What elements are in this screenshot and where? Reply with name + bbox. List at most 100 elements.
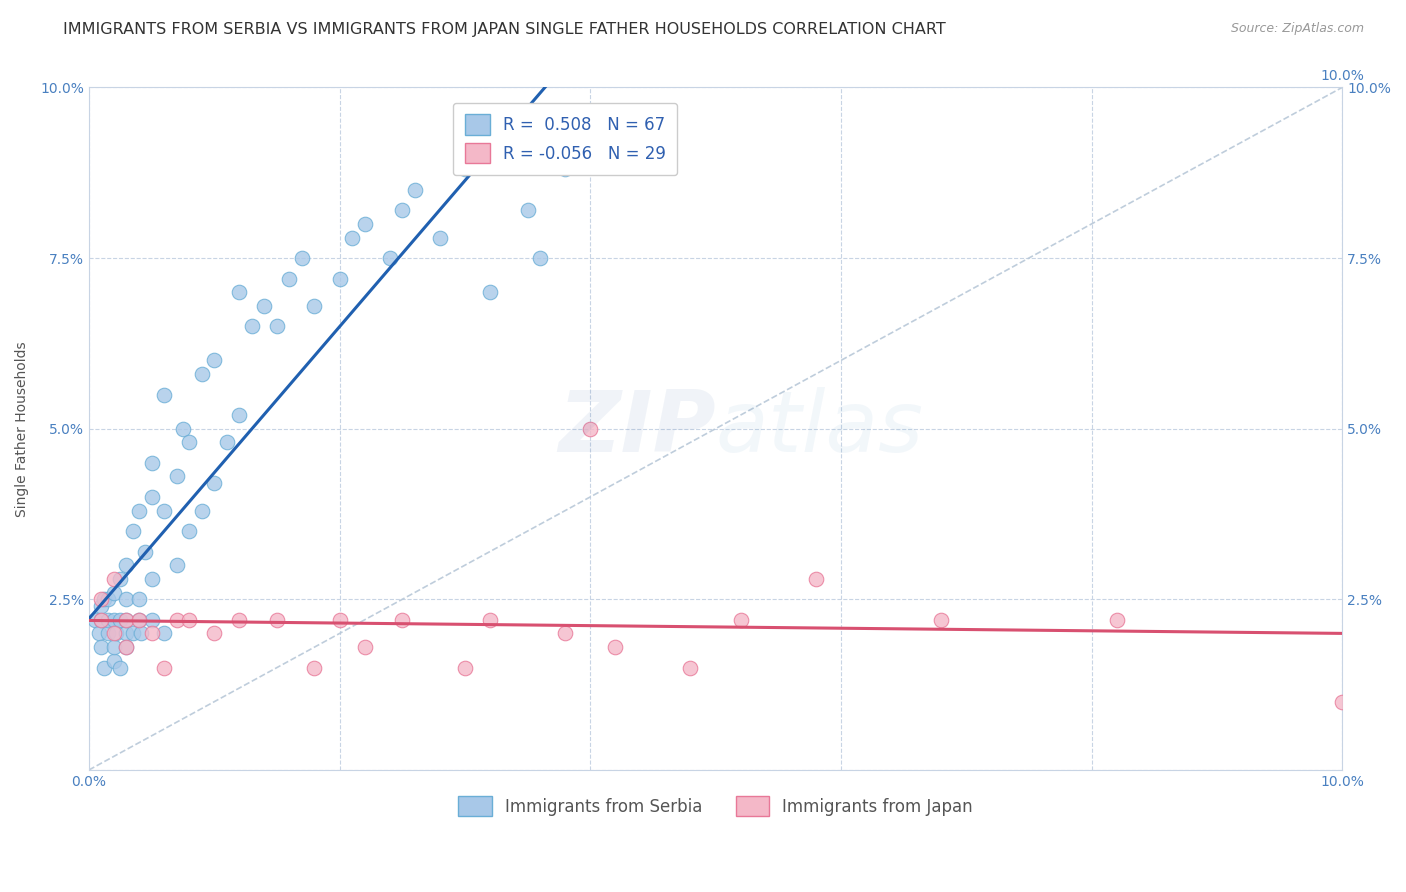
Point (115, 640, 138, 654)
Point (90, 640, 112, 654)
Point (179, 435, 201, 450)
Point (291, 251, 314, 265)
Point (529, 251, 551, 265)
Point (202, 353, 225, 368)
Point (516, 203, 538, 218)
Point (1331, 695, 1354, 709)
Point (84, 613, 107, 627)
Point (929, 613, 952, 627)
Point (115, 558, 138, 573)
Point (353, 217, 375, 231)
Point (103, 572, 125, 586)
Point (454, 660, 477, 674)
Point (93, 592, 115, 607)
Point (228, 613, 250, 627)
Point (141, 626, 163, 640)
Point (153, 503, 176, 517)
Text: atlas: atlas (716, 387, 924, 470)
Text: Source: ZipAtlas.com: Source: ZipAtlas.com (1230, 22, 1364, 36)
Point (228, 408, 250, 422)
Point (240, 319, 263, 334)
Point (328, 271, 350, 285)
Point (253, 299, 276, 313)
Point (1105, 613, 1128, 627)
Point (141, 490, 163, 504)
Point (115, 613, 138, 627)
Legend: Immigrants from Serbia, Immigrants from Japan: Immigrants from Serbia, Immigrants from … (451, 789, 980, 823)
Point (115, 592, 138, 607)
Point (97, 626, 120, 640)
Point (190, 367, 212, 381)
Point (353, 640, 375, 654)
Text: IMMIGRANTS FROM SERBIA VS IMMIGRANTS FROM JAPAN SINGLE FATHER HOUSEHOLDS CORRELA: IMMIGRANTS FROM SERBIA VS IMMIGRANTS FRO… (63, 22, 946, 37)
Point (108, 660, 131, 674)
Point (103, 613, 125, 627)
Point (328, 613, 350, 627)
Point (202, 626, 225, 640)
Point (304, 660, 326, 674)
Point (605, 640, 627, 654)
Point (429, 230, 451, 244)
Point (108, 572, 131, 586)
Text: ZIP: ZIP (558, 387, 716, 470)
Point (179, 524, 201, 538)
Point (153, 626, 176, 640)
Point (304, 299, 326, 313)
Point (579, 422, 602, 436)
Point (679, 660, 702, 674)
Point (554, 626, 576, 640)
Point (391, 203, 413, 218)
Point (215, 435, 238, 450)
Point (153, 660, 176, 674)
Point (105, 626, 128, 640)
Point (128, 503, 150, 517)
Point (266, 613, 288, 627)
Point (128, 613, 150, 627)
Point (804, 572, 827, 586)
Point (190, 503, 212, 517)
Point (141, 613, 163, 627)
Point (115, 613, 138, 627)
Point (121, 524, 143, 538)
Point (172, 422, 194, 436)
Point (90, 592, 112, 607)
Y-axis label: Single Father Households: Single Father Households (15, 341, 30, 516)
Point (97, 592, 120, 607)
Point (90, 613, 112, 627)
Point (90, 613, 112, 627)
Point (103, 585, 125, 599)
Point (340, 230, 363, 244)
Point (228, 285, 250, 300)
Point (93, 660, 115, 674)
Point (730, 613, 752, 627)
Point (87, 626, 110, 640)
Point (179, 613, 201, 627)
Point (153, 387, 176, 401)
Point (128, 592, 150, 607)
Point (115, 626, 138, 640)
Point (90, 599, 112, 614)
Point (141, 456, 163, 470)
Point (128, 613, 150, 627)
Point (108, 613, 131, 627)
Point (121, 626, 143, 640)
Point (478, 285, 501, 300)
Point (454, 162, 477, 177)
Point (131, 626, 153, 640)
Point (103, 626, 125, 640)
Point (478, 613, 501, 627)
Point (103, 654, 125, 668)
Point (404, 183, 426, 197)
Point (202, 476, 225, 491)
Point (141, 572, 163, 586)
Point (266, 319, 288, 334)
Point (391, 613, 413, 627)
Point (97, 613, 120, 627)
Point (166, 469, 188, 483)
Point (554, 162, 576, 177)
Point (134, 544, 156, 558)
Point (115, 640, 138, 654)
Point (103, 640, 125, 654)
Point (378, 251, 401, 265)
Point (278, 271, 301, 285)
